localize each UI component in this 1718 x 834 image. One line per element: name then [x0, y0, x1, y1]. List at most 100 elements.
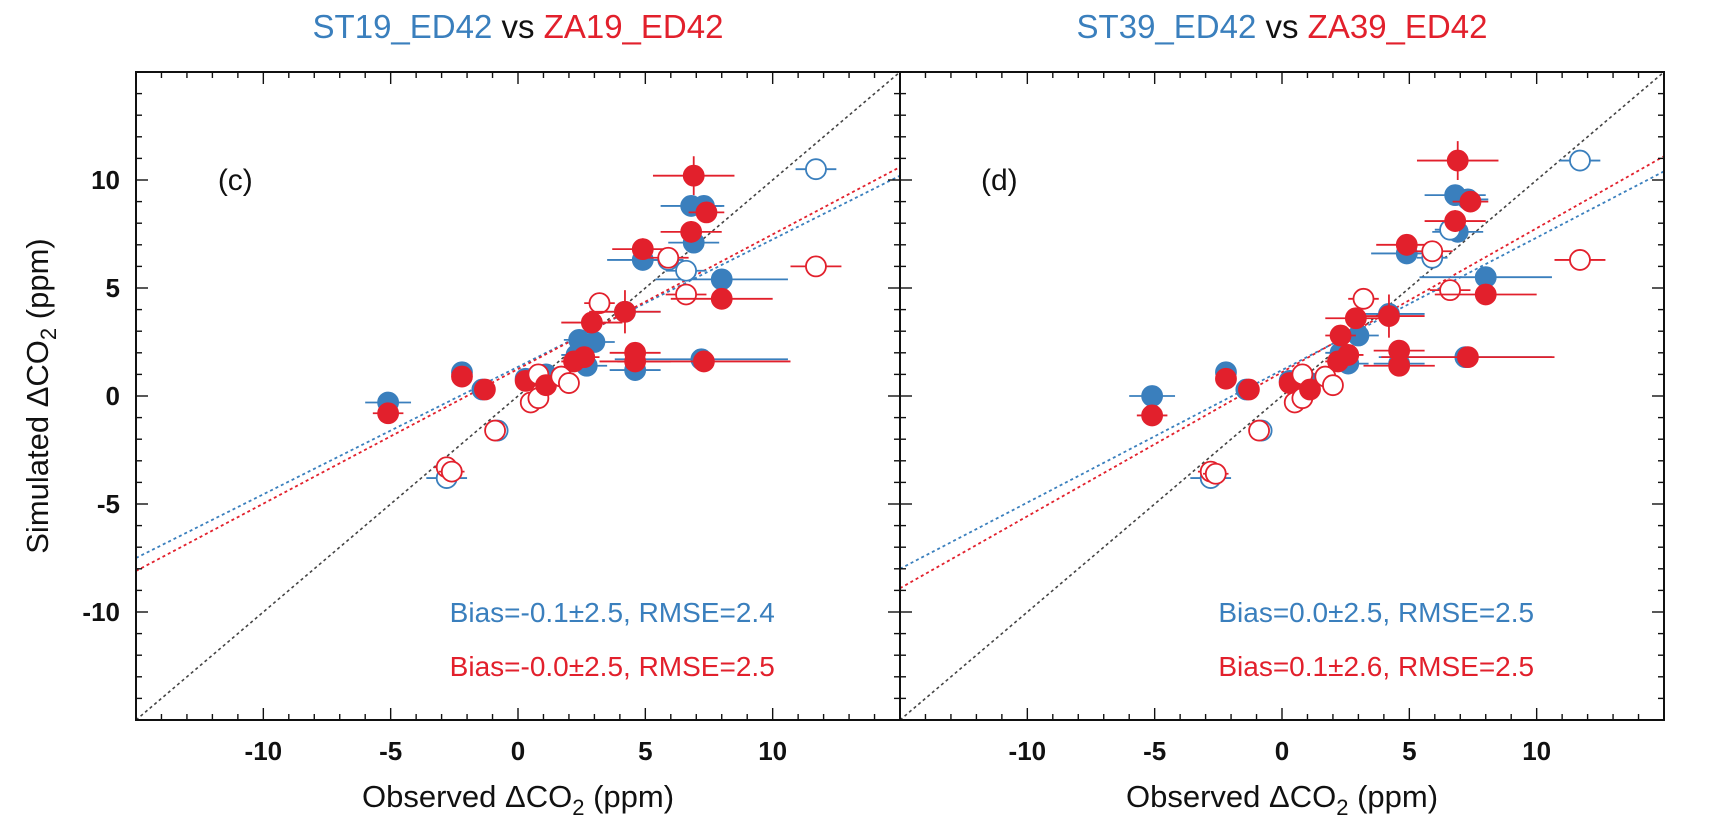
red-open-marker [1421, 240, 1444, 263]
x-tick-label: 5 [1402, 736, 1416, 766]
x-axis-label-subscript: 2 [572, 795, 584, 820]
panel-title: ST39_ED42 vs ZA39_ED42 [1077, 8, 1488, 45]
red-filled-marker [682, 164, 705, 187]
x-tick-label: 10 [758, 736, 787, 766]
red-data-point [1215, 367, 1237, 390]
x-axis-label-unit: (ppm) [584, 779, 674, 814]
x-axis-label-delta: Δ [1269, 779, 1290, 814]
y-tick-label: 10 [91, 165, 120, 195]
title-blue-model: ST19_ED42 [313, 8, 493, 45]
red-filled-marker [1329, 324, 1352, 347]
red-data-point [484, 419, 506, 442]
red-fit-line [900, 155, 1664, 590]
red-data-point [617, 350, 791, 373]
x-axis-label-unit: (ppm) [1348, 779, 1438, 814]
red-data-point [609, 341, 661, 364]
red-data-point [439, 460, 465, 483]
red-open-marker [805, 255, 827, 278]
red-filled-marker [1237, 378, 1260, 401]
red-filled-marker [451, 365, 473, 388]
blue-data-point [795, 158, 837, 181]
panel-label: (d) [981, 164, 1018, 197]
panel-title: ST19_ED42 vs ZA19_ED42 [313, 8, 724, 45]
red-filled-marker [624, 341, 647, 364]
red-filled-marker [1215, 367, 1237, 390]
x-axis-label-text: Observed [1126, 779, 1269, 814]
red-data-point [660, 220, 722, 243]
red-data-point [1373, 339, 1425, 362]
y-tick-label: -5 [97, 489, 120, 519]
x-tick-label: 10 [1522, 736, 1551, 766]
red-open-marker [1569, 249, 1591, 271]
red-filled-marker [1459, 190, 1482, 213]
x-tick-label: -10 [1009, 736, 1047, 766]
red-data-point [647, 246, 689, 269]
red-open-marker [1352, 287, 1375, 310]
red-data-point [652, 156, 735, 196]
red-filled-marker [573, 346, 596, 369]
blue-fit-line [900, 170, 1664, 570]
red-data-point [589, 290, 661, 334]
red-filled-marker [695, 201, 718, 224]
red-filled-marker [614, 300, 636, 323]
red-data-point [535, 374, 557, 397]
title-vs: vs [1256, 8, 1307, 45]
x-axis-label-text: Observed [362, 779, 505, 814]
panel-d: -10 -5 0 5 10 Observed ΔCO2 (ppm) ST39_ED42 vs… [899, 8, 1665, 820]
blue-stats-text: Bias=0.0±2.5, RMSE=2.5 [1218, 597, 1534, 628]
blue-filled-marker [1141, 385, 1164, 407]
red-data-point [1203, 462, 1229, 485]
panel-label: (c) [218, 164, 253, 197]
red-data-point [1353, 294, 1425, 338]
red-data-point [1363, 354, 1435, 377]
title-red-model: ZA39_ED42 [1308, 8, 1488, 45]
red-stats-text: Bias=-0.0±2.5, RMSE=2.5 [450, 651, 775, 682]
red-data-point [1376, 233, 1438, 256]
red-data-point [568, 346, 600, 369]
red-data-point [1554, 249, 1606, 271]
x-tick-label: -10 [245, 736, 283, 766]
red-data-point [1136, 404, 1168, 427]
red-open-marker [440, 460, 463, 483]
red-filled-marker [580, 311, 603, 334]
y-axis-label-unit: (ppm) [20, 238, 55, 328]
red-data-point [612, 238, 674, 261]
red-filled-marker [1299, 378, 1321, 401]
red-open-marker [1439, 279, 1461, 302]
red-filled-marker [1337, 344, 1360, 366]
red-filled-marker [1388, 339, 1411, 362]
red-data-point [1248, 419, 1270, 442]
red-data-point [1348, 287, 1379, 310]
red-data-point [1381, 346, 1555, 369]
red-data-point [1325, 324, 1356, 347]
red-filled-marker [1444, 210, 1467, 232]
red-open-marker [657, 246, 680, 269]
red-data-point [1452, 190, 1489, 213]
title-red-model: ZA19_ED42 [544, 8, 724, 45]
y-axis-label: Simulated ΔCO2 (ppm) [20, 238, 61, 554]
title-blue-model: ST39_ED42 [1077, 8, 1257, 45]
x-axis-label-subscript: 2 [1336, 795, 1348, 820]
blue-data-point [1419, 266, 1552, 289]
title-vs: vs [492, 8, 543, 45]
x-axis-label-delta: Δ [505, 779, 526, 814]
red-data-point [451, 365, 473, 388]
red-data-point [688, 201, 725, 224]
red-filled-marker [1474, 283, 1497, 306]
red-data-point [1322, 374, 1344, 397]
x-tick-label: 0 [1275, 736, 1289, 766]
red-stats-text: Bias=0.1±2.6, RMSE=2.5 [1218, 651, 1534, 682]
red-data-point [1424, 210, 1486, 232]
y-tick-label: 0 [106, 381, 120, 411]
red-data-point [1237, 378, 1260, 401]
blue-open-marker [675, 259, 697, 282]
blue-data-point [655, 268, 788, 291]
x-axis-label: Observed ΔCO2 (ppm) [362, 779, 674, 820]
x-tick-label: -5 [1143, 736, 1166, 766]
y-tick-label: 5 [106, 273, 120, 303]
blue-stats-text: Bias=-0.1±2.5, RMSE=2.4 [450, 597, 775, 628]
y-axis-label-co: CO [20, 340, 55, 387]
red-data-point [1299, 378, 1321, 401]
red-data-point [372, 402, 404, 425]
